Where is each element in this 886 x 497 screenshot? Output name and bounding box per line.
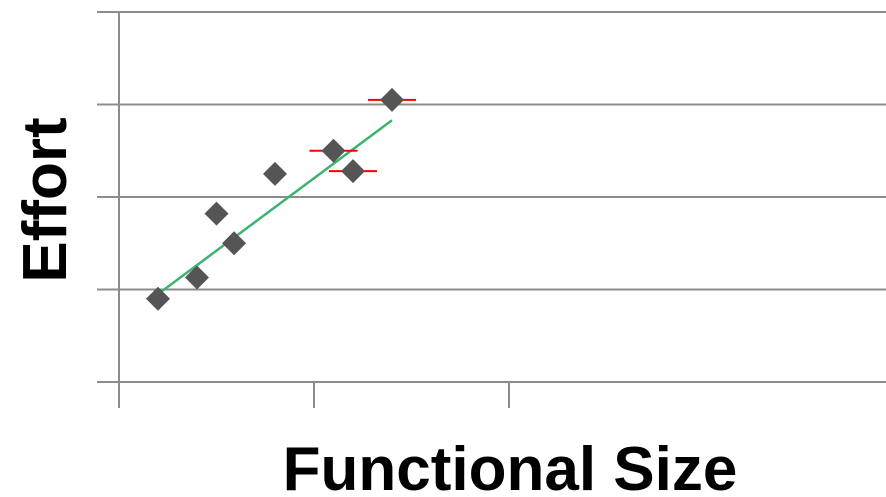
- data-point: [380, 87, 404, 112]
- data-point: [185, 265, 209, 290]
- data-point: [263, 161, 287, 186]
- data-points: [146, 87, 404, 311]
- data-point: [222, 231, 247, 256]
- trendline-segment: [157, 119, 393, 296]
- data-point: [321, 138, 346, 163]
- trendline: [157, 119, 393, 296]
- x-axis-title: Functional Size: [283, 435, 738, 497]
- data-point: [341, 159, 365, 184]
- data-point: [204, 201, 229, 226]
- gridlines: [119, 11, 886, 383]
- axes: [97, 11, 510, 408]
- error-markers: [309, 98, 416, 173]
- y-axis-title: Effort: [11, 117, 80, 282]
- data-point: [146, 286, 170, 311]
